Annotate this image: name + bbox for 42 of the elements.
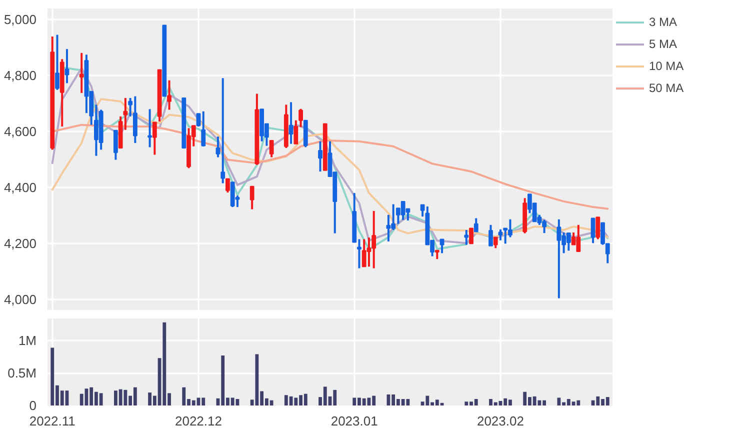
y-tick-label: 4,600 bbox=[4, 124, 37, 140]
x-tick-label: 2023.01 bbox=[330, 414, 378, 428]
candlestick bbox=[196, 112, 201, 128]
legend-label: 3 MA bbox=[649, 15, 678, 29]
candlestick bbox=[113, 129, 118, 161]
y-tick-label: 0.5M bbox=[8, 366, 37, 381]
candlestick bbox=[226, 178, 230, 194]
candlestick bbox=[440, 238, 444, 254]
candlestick bbox=[493, 236, 498, 250]
candlestick bbox=[79, 52, 84, 94]
candlestick bbox=[216, 136, 220, 158]
legend-label: 5 MA bbox=[649, 37, 678, 51]
candlestick bbox=[474, 217, 478, 233]
candlestick bbox=[596, 216, 600, 240]
y-tick-label: 4,000 bbox=[4, 292, 37, 307]
candlestick bbox=[55, 34, 60, 91]
candlestick bbox=[298, 108, 303, 128]
y-tick-label: 5,000 bbox=[4, 12, 37, 28]
candlestick bbox=[201, 110, 206, 148]
candlestick bbox=[318, 140, 322, 173]
candlestick bbox=[152, 121, 157, 156]
candlestick bbox=[148, 108, 152, 148]
x-tick-label: 2022.12 bbox=[174, 414, 222, 428]
y-tick-label: 4,800 bbox=[4, 68, 37, 84]
candlestick bbox=[64, 48, 70, 84]
candlestick bbox=[488, 224, 493, 247]
candlestick bbox=[250, 185, 254, 210]
candlestick bbox=[464, 228, 469, 246]
candlestick bbox=[288, 101, 294, 145]
legend-label: 10 MA bbox=[649, 59, 684, 73]
candlestick bbox=[590, 217, 596, 244]
y-tick-label: 4,200 bbox=[4, 236, 37, 251]
x-tick-label: 2022.11 bbox=[29, 414, 76, 428]
legend-label: 50 MA bbox=[649, 81, 684, 95]
candlestick bbox=[269, 139, 274, 158]
candlestick bbox=[294, 119, 298, 145]
candlestick bbox=[220, 77, 226, 184]
y-tick-label: 1M bbox=[18, 333, 37, 348]
candlestick bbox=[167, 79, 172, 111]
y-tick-label: 0 bbox=[29, 398, 37, 413]
x-tick-label: 2023.02 bbox=[476, 414, 524, 428]
y-tick-label: 4,400 bbox=[4, 180, 37, 195]
